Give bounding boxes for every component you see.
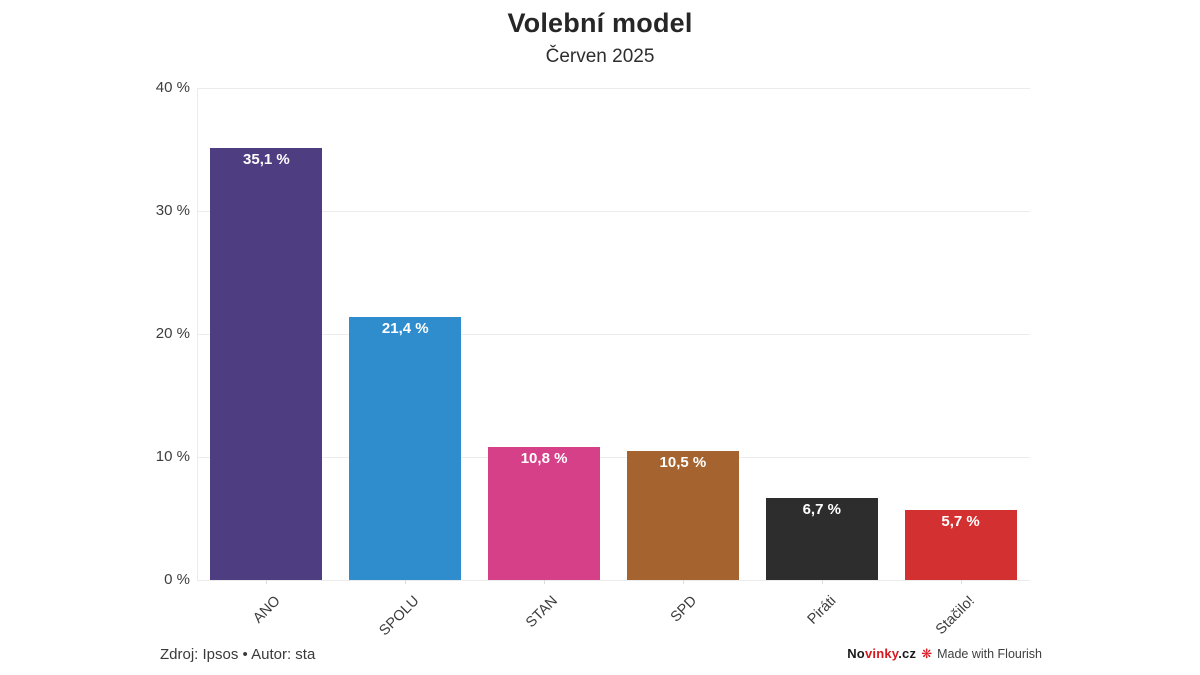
- gridline-40: [197, 87, 1030, 89]
- bar-value-label: 6,7 %: [802, 500, 841, 518]
- novinky-logo-part1: No: [847, 646, 865, 661]
- x-axis-tick: [266, 580, 268, 584]
- made-with-flourish-label[interactable]: Made with Flourish: [937, 646, 1042, 661]
- bar-Piráti[interactable]: 6,7 %: [765, 497, 878, 580]
- x-axis-label-Stačilo!: Stačilo!: [932, 593, 978, 638]
- x-axis-tick: [405, 580, 407, 584]
- y-axis-tick-label: 40 %: [155, 79, 190, 96]
- chart-subtitle: Červen 2025: [545, 46, 655, 67]
- x-axis-label-ANO: ANO: [250, 593, 284, 627]
- bar-value-label: 35,1 %: [243, 151, 290, 169]
- flourish-asterisk-icon: ❋: [921, 646, 933, 661]
- gridline-30: [197, 210, 1030, 212]
- bar-value-label: 10,8 %: [520, 450, 568, 468]
- gridline-20: [197, 333, 1030, 335]
- x-axis-tick: [682, 580, 684, 584]
- x-axis-tick: [960, 580, 962, 584]
- bar-value-label: 5,7 %: [941, 512, 980, 530]
- bar-ANO[interactable]: 35,1 %: [210, 148, 323, 580]
- gridline-0: [197, 579, 1030, 581]
- x-axis-label-SPD: SPD: [667, 593, 701, 626]
- y-axis-tick-label: 0 %: [164, 571, 190, 588]
- x-axis-label-SPOLU: SPOLU: [376, 593, 423, 640]
- x-axis-label-Piráti: Piráti: [804, 593, 840, 628]
- x-axis-label-STAN: STAN: [523, 593, 562, 631]
- bar-SPOLU[interactable]: 21,4 %: [349, 316, 462, 580]
- y-axis-tick-label: 10 %: [155, 448, 190, 465]
- x-axis-tick: [821, 580, 823, 584]
- bar-SPD[interactable]: 10,5 %: [626, 450, 739, 580]
- gridline-10: [197, 456, 1030, 458]
- bar-Stačilo![interactable]: 5,7 %: [904, 509, 1017, 580]
- bar-value-label: 10,5 %: [659, 453, 707, 471]
- source-credit: Zdroj: Ipsos • Autor: sta: [160, 646, 316, 663]
- footer-brand[interactable]: Novinky.cz ❋ Made with Flourish: [847, 646, 1042, 661]
- bar-value-label: 21,4 %: [381, 319, 429, 337]
- y-axis-tick-label: 30 %: [155, 202, 190, 219]
- novinky-logo-part3: .cz: [898, 646, 917, 661]
- novinky-logo[interactable]: Novinky.cz: [847, 646, 916, 661]
- x-axis-tick: [544, 580, 546, 584]
- novinky-logo-part2: vinky: [864, 646, 899, 661]
- plot-area: 0 % 10 % 20 % 30 % 40 % 35,1 % ANO 21,4 % SPOLU 1…: [156, 80, 1030, 639]
- chart-title: Volební model: [507, 8, 693, 38]
- bar-STAN[interactable]: 10,8 %: [488, 447, 601, 580]
- y-axis-tick-label: 20 %: [155, 325, 190, 342]
